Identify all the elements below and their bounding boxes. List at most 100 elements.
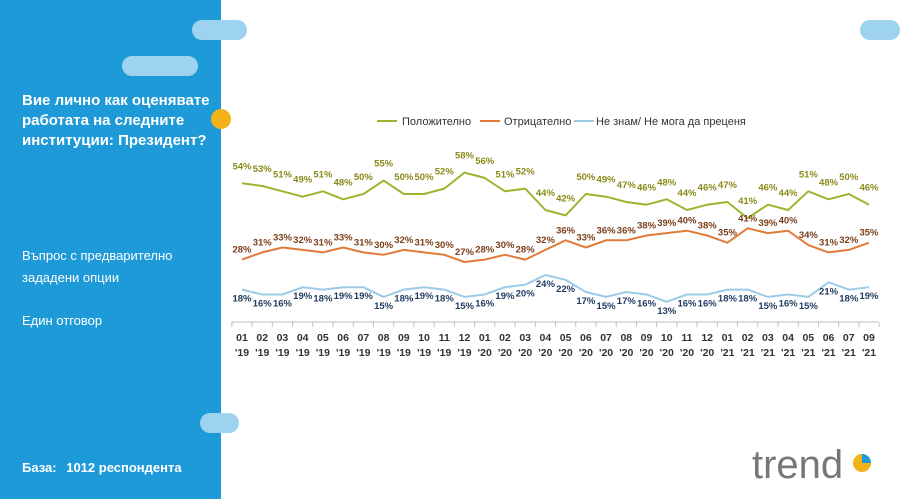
x-tick-label: 05'20 — [559, 332, 573, 359]
data-label: 31% — [415, 237, 435, 248]
data-label: 48% — [819, 177, 839, 188]
data-label: 15% — [758, 301, 778, 312]
x-tick-label: 05'21 — [801, 332, 815, 359]
data-label: 30% — [495, 240, 515, 251]
data-label: 35% — [718, 228, 738, 239]
data-label: 18% — [738, 294, 758, 305]
data-label: 42% — [556, 193, 576, 204]
x-tick-label: 02'20 — [498, 332, 512, 359]
data-label: 19% — [859, 291, 879, 302]
positive-series-line — [241, 171, 870, 220]
sample-base: База: 1012 респондента — [22, 460, 188, 475]
x-tick-label: 12'19 — [457, 332, 471, 359]
data-label: 52% — [516, 167, 536, 178]
data-label: 44% — [779, 188, 799, 199]
data-label: 13% — [657, 306, 677, 317]
logo-mark-segment — [862, 454, 871, 463]
data-label: 28% — [475, 245, 495, 256]
data-label: 52% — [435, 167, 455, 178]
data-label: 49% — [293, 175, 313, 186]
x-tick-label: 02'21 — [741, 332, 755, 359]
data-label: 18% — [718, 294, 738, 305]
data-label: 48% — [334, 177, 354, 188]
data-label: 49% — [597, 175, 617, 186]
x-tick-label: 10'20 — [660, 332, 674, 359]
data-label: 46% — [758, 183, 778, 194]
data-label: 31% — [354, 237, 374, 248]
data-label: 36% — [617, 225, 637, 236]
data-label: 18% — [839, 294, 859, 305]
data-label: 40% — [779, 216, 799, 227]
data-label: 36% — [556, 225, 576, 236]
data-label: 16% — [273, 298, 293, 309]
x-tick-label: 01'20 — [478, 332, 492, 359]
data-label: 39% — [758, 218, 778, 229]
decor-pill — [122, 56, 198, 76]
x-tick-label: 09'20 — [639, 332, 653, 359]
base-value: 1012 респондента — [66, 460, 182, 475]
data-label: 46% — [859, 183, 879, 194]
data-label: 44% — [677, 188, 697, 199]
x-tick-label: 08'19 — [376, 332, 390, 359]
data-label: 54% — [232, 161, 252, 172]
data-label: 38% — [637, 220, 657, 231]
data-label: 55% — [374, 159, 394, 170]
data-label: 16% — [677, 298, 697, 309]
x-tick-label: 09'19 — [397, 332, 411, 359]
x-tick-label: 04'20 — [538, 332, 552, 359]
data-label: 46% — [637, 183, 657, 194]
data-label: 19% — [354, 291, 374, 302]
negative-series-line — [241, 227, 870, 263]
data-label: 27% — [455, 247, 475, 258]
x-tick-label: 08'20 — [619, 332, 633, 359]
x-tick-label: 03'19 — [275, 332, 289, 359]
x-tick-label: 06'19 — [336, 332, 350, 359]
data-label: 18% — [435, 294, 455, 305]
data-label: 16% — [475, 298, 495, 309]
data-label: 28% — [516, 245, 536, 256]
data-label: 15% — [799, 301, 819, 312]
x-tick-label: 04'21 — [781, 332, 795, 359]
x-tick-label: 01'19 — [235, 332, 249, 359]
decor-pill — [192, 20, 247, 40]
data-label: 47% — [617, 180, 637, 191]
question-type-note: Въпрос с предварително зададени опции — [22, 248, 173, 285]
x-tick-label: 11'20 — [680, 332, 694, 359]
data-label: 32% — [293, 235, 313, 246]
data-label: 16% — [637, 298, 657, 309]
data-label: 58% — [455, 151, 475, 162]
data-label: 38% — [698, 220, 718, 231]
legend-label: Не знам/ Не мога да преценя — [596, 116, 746, 128]
data-label: 15% — [374, 301, 394, 312]
data-label: 30% — [435, 240, 455, 251]
legend-label: Отрицателно — [504, 116, 571, 128]
data-label: 35% — [859, 228, 879, 239]
x-tick-label: 11'19 — [437, 332, 451, 359]
data-label: 18% — [394, 294, 414, 305]
data-label: 53% — [253, 164, 273, 175]
x-tick-label: 04'19 — [296, 332, 310, 359]
x-tick-label: 02'19 — [255, 332, 269, 359]
data-label: 33% — [334, 233, 354, 244]
data-label: 47% — [718, 180, 738, 191]
x-tick-label: 03'21 — [761, 332, 775, 359]
data-label: 18% — [313, 294, 333, 305]
x-tick-label: 05'19 — [316, 332, 330, 359]
data-label: 44% — [536, 188, 556, 199]
data-label: 50% — [576, 172, 596, 183]
x-tick-label: 12'20 — [700, 332, 714, 359]
base-label: База: — [22, 460, 57, 475]
data-label: 33% — [576, 233, 596, 244]
data-label: 41% — [738, 196, 758, 207]
data-label: 31% — [253, 237, 273, 248]
data-label: 51% — [313, 169, 333, 180]
data-label: 50% — [839, 172, 859, 183]
data-label: 19% — [334, 291, 354, 302]
data-label: 51% — [495, 169, 515, 180]
logo-text: trend — [752, 443, 843, 487]
data-label: 32% — [394, 235, 414, 246]
data-label: 16% — [779, 298, 799, 309]
data-label: 51% — [273, 169, 293, 180]
x-tick-label: 09'21 — [862, 332, 876, 359]
data-label: 20% — [516, 289, 536, 300]
